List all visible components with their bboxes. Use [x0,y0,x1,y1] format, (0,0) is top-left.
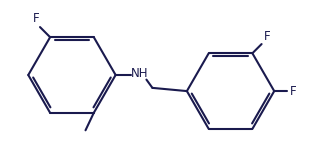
Text: NH: NH [131,67,148,80]
Text: F: F [264,30,271,43]
Text: F: F [290,85,296,98]
Text: F: F [33,12,40,25]
